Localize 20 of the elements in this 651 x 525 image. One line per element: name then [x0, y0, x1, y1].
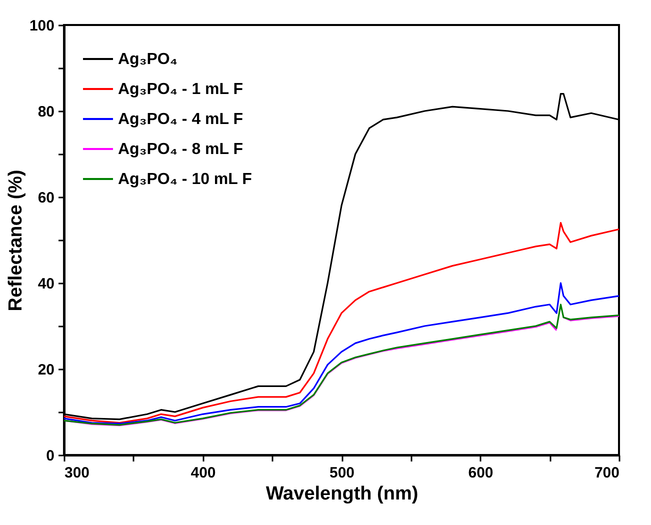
x-tick-label: 700: [594, 464, 620, 482]
y-tick-label: 100: [29, 18, 54, 34]
y-axis-title: Reflectance (%): [5, 170, 26, 312]
x-tick-label: 400: [190, 464, 216, 482]
y-tick-label: 60: [38, 190, 54, 206]
legend-label: Ag₃PO₄ - 8 mL F: [118, 141, 244, 158]
line-series: [63, 282, 620, 424]
legend-label: Ag₃PO₄ - 10 mL F: [118, 171, 252, 188]
legend-label: Ag₃PO₄ - 1 mL F: [118, 81, 244, 98]
x-tick-label: 500: [329, 464, 355, 482]
legend-label: Ag₃PO₄ - 4 mL F: [118, 111, 244, 128]
y-tick-label: 40: [38, 276, 54, 292]
legend-label: Ag₃PO₄: [118, 51, 178, 68]
y-tick-label: 80: [38, 104, 54, 120]
y-tick-label: 20: [38, 362, 54, 378]
y-tick-label: 0: [46, 448, 54, 464]
line-series: [63, 222, 620, 424]
x-axis-title: Wavelength (nm): [266, 484, 418, 504]
x-tick-label: 600: [468, 464, 494, 482]
x-tick-label: 300: [64, 464, 90, 482]
